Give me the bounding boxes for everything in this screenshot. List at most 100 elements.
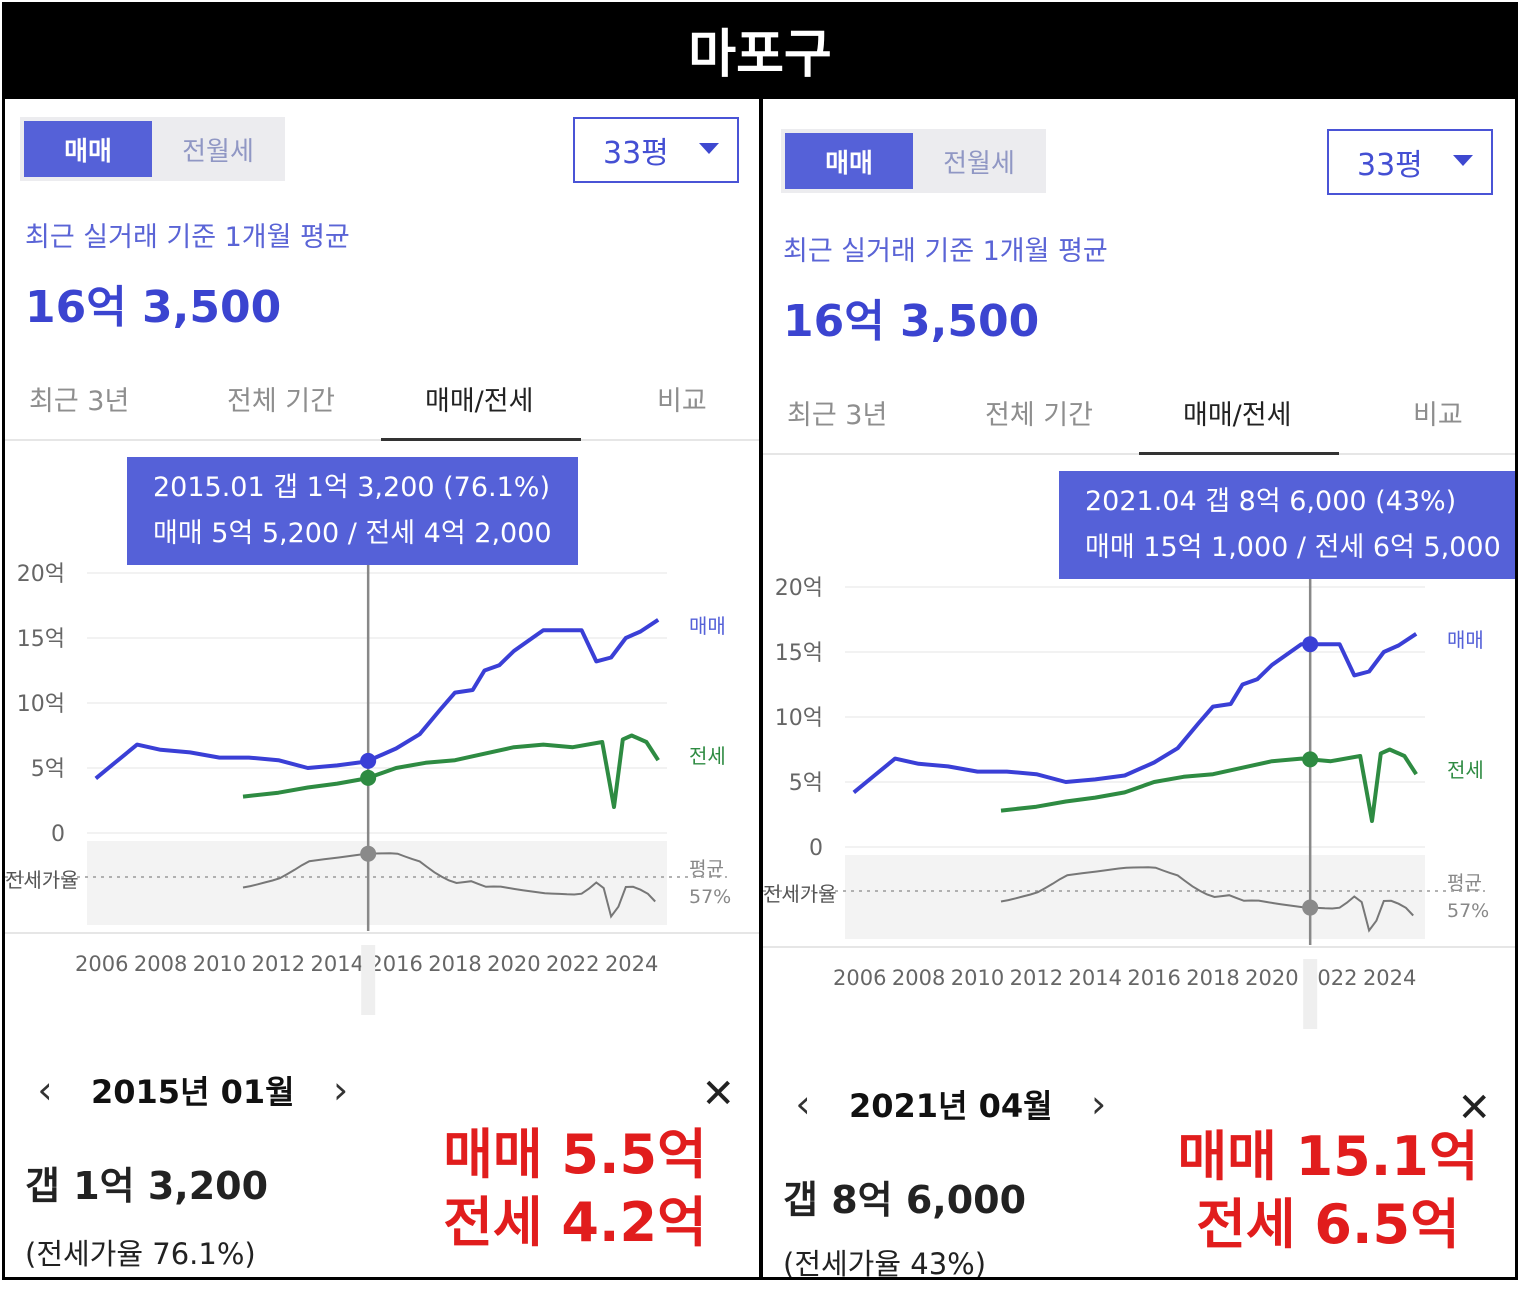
close-icon[interactable]: ✕ — [701, 1071, 735, 1117]
gap-amount: 갭 1억 3,200 — [25, 1164, 269, 1208]
sale-series-line — [94, 618, 660, 780]
x-tick-label: 2024 — [605, 952, 658, 976]
price-caption: 최근 실거래 기준 1개월 평균 — [783, 236, 1108, 267]
price-annotation: 매매 5.5억 전세 4.2억 — [425, 1121, 725, 1257]
average-price: 16억 3,500 — [25, 282, 282, 333]
price-chart[interactable]: 20억 15억 10억 5억 0 전세가율 매매 전세 평균 57% 2006 2008 2010 201… — [5, 451, 759, 1031]
month-navigator: ‹ 2015년 01월 › — [25, 1067, 361, 1113]
ratio-series-line — [1000, 866, 1414, 933]
sale-marker — [1302, 636, 1319, 653]
tab-sale-jeonse[interactable]: 매매/전세 — [425, 386, 534, 417]
x-tick-label: 2008 — [134, 952, 187, 976]
sale-series-label: 매매 — [1447, 628, 1484, 652]
x-tick-label: 2018 — [1186, 966, 1239, 990]
y-tick-label: 15억 — [17, 627, 65, 652]
size-dropdown[interactable]: 33평 — [1327, 129, 1493, 195]
annotation-jeonse: 전세 6.5억 — [1196, 1193, 1460, 1256]
active-tab-indicator — [1139, 452, 1339, 455]
size-dropdown-value: 33평 — [603, 136, 669, 171]
tab-recent-3y[interactable]: 최근 3년 — [29, 386, 130, 417]
scrub-handle — [361, 945, 376, 1015]
jeonse-marker — [360, 769, 377, 786]
caret-down-icon — [699, 143, 719, 154]
x-tick-label: 2014 — [1069, 966, 1122, 990]
y-tick-label: 0 — [809, 836, 823, 861]
page-title: 마포구 — [2, 2, 1518, 96]
annotation-sale: 매매 5.5억 — [443, 1123, 707, 1186]
chart-tooltip: 2015.01 갭 1억 3,200 (76.1%) 매매 5억 5,200 /… — [127, 457, 578, 565]
x-tick-label: 2012 — [252, 952, 305, 976]
month-detail: ‹ 2021년 04월 › ✕ 갭 8억 6,000 (전세가율 43%) 매매… — [763, 1073, 1515, 1280]
y-tick-label: 10억 — [17, 692, 65, 717]
tab-compare[interactable]: 비교 — [657, 386, 707, 417]
chart-tooltip: 2021.04 갭 8억 6,000 (43%) 매매 15억 1,000 / … — [1059, 471, 1515, 579]
segment-sale[interactable]: 매매 — [785, 133, 913, 189]
x-tick-label: 2006 — [833, 966, 886, 990]
ratio-series-line — [242, 852, 656, 919]
x-tick-label: 2012 — [1010, 966, 1063, 990]
annotation-sale: 매매 15.1억 — [1177, 1125, 1479, 1188]
ratio-marker — [1302, 899, 1319, 916]
sale-marker — [360, 752, 377, 769]
y-tick-label: 5억 — [789, 771, 823, 796]
period-tabs: 최근 3년 전체 기간 매매/전세 비교 — [763, 375, 1515, 455]
segment-rent[interactable]: 전월세 — [943, 148, 1015, 179]
trade-type-toggle: 매매 전월세 — [781, 129, 1046, 193]
ratio-axis-label: 전세가율 — [763, 882, 837, 906]
y-tick-label: 20억 — [17, 562, 65, 587]
price-chart[interactable]: 20억 15억 10억 5억 0 전세가율 매매 전세 평균 57% 2006 2008 2010 201… — [763, 465, 1515, 1045]
average-label: 평균 — [689, 858, 724, 880]
y-tick-label: 0 — [51, 822, 65, 847]
apartment-panel-right: 매매 전월세 33평 최근 실거래 기준 1개월 평균 16억 3,500 최근… — [760, 96, 1518, 1280]
price-caption: 최근 실거래 기준 1개월 평균 — [25, 222, 350, 253]
tooltip-line2: 매매 15억 1,000 / 전세 6억 5,000 — [1085, 532, 1501, 563]
scrub-handle — [1303, 959, 1318, 1029]
x-tick-label: 2020 — [1245, 966, 1298, 990]
chevron-left-icon[interactable]: ‹ — [37, 1068, 53, 1112]
ratio-band — [845, 855, 1425, 939]
average-price: 16억 3,500 — [783, 296, 1040, 347]
x-tick-label: 2010 — [951, 966, 1004, 990]
tooltip-line2: 매매 5억 5,200 / 전세 4억 2,000 — [153, 518, 552, 549]
period-tabs: 최근 3년 전체 기간 매매/전세 비교 — [5, 361, 759, 441]
x-tick-label: 2020 — [487, 952, 540, 976]
x-tick-label: 2022 — [546, 952, 599, 976]
segment-sale[interactable]: 매매 — [24, 121, 152, 177]
size-dropdown-value: 33평 — [1357, 148, 1423, 183]
x-tick-label: 2016 — [369, 952, 422, 976]
ratio-axis-label: 전세가율 — [5, 868, 79, 892]
gap-amount: 갭 8억 6,000 — [783, 1178, 1027, 1222]
tab-all-period[interactable]: 전체 기간 — [985, 400, 1093, 431]
tab-all-period[interactable]: 전체 기간 — [227, 386, 335, 417]
close-icon[interactable]: ✕ — [1457, 1085, 1491, 1131]
annotation-jeonse: 전세 4.2억 — [443, 1191, 707, 1254]
tab-recent-3y[interactable]: 최근 3년 — [787, 400, 888, 431]
tab-compare[interactable]: 비교 — [1413, 400, 1463, 431]
y-tick-label: 15억 — [775, 641, 823, 666]
tab-sale-jeonse[interactable]: 매매/전세 — [1183, 400, 1292, 431]
apartment-panel-left: 매매 전월세 33평 최근 실거래 기준 1개월 평균 16억 3,500 최근… — [2, 96, 762, 1280]
x-tick-label: 2014 — [311, 952, 364, 976]
chevron-right-icon[interactable]: › — [333, 1068, 349, 1112]
caret-down-icon — [1453, 155, 1473, 166]
jeonse-series-line — [242, 733, 660, 809]
x-tick-label: 2006 — [75, 952, 128, 976]
month-detail: ‹ 2015년 01월 › ✕ 갭 1억 3,200 (전세가율 76.1%) … — [5, 1059, 759, 1277]
tooltip-line1: 2015.01 갭 1억 3,200 (76.1%) — [153, 472, 550, 503]
selected-month: 2015년 01월 — [91, 1073, 295, 1111]
jeonse-marker — [1302, 751, 1319, 768]
chevron-right-icon[interactable]: › — [1091, 1082, 1107, 1126]
tooltip-line1: 2021.04 갭 8억 6,000 (43%) — [1085, 486, 1457, 517]
jeonse-ratio: (전세가율 76.1%) — [25, 1237, 256, 1271]
segment-rent[interactable]: 전월세 — [182, 136, 254, 167]
jeonse-ratio: (전세가율 43%) — [783, 1247, 987, 1280]
chevron-left-icon[interactable]: ‹ — [795, 1082, 811, 1126]
x-tick-label: 2010 — [193, 952, 246, 976]
size-dropdown[interactable]: 33평 — [573, 117, 739, 183]
jeonse-series-label: 전세 — [1447, 758, 1484, 782]
y-tick-label: 5억 — [31, 757, 65, 782]
x-tick-label: 2008 — [892, 966, 945, 990]
ratio-marker — [360, 845, 377, 862]
